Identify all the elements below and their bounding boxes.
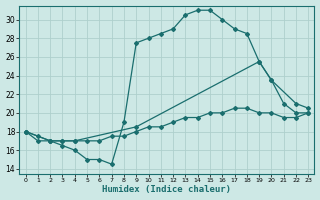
X-axis label: Humidex (Indice chaleur): Humidex (Indice chaleur) xyxy=(102,185,231,194)
